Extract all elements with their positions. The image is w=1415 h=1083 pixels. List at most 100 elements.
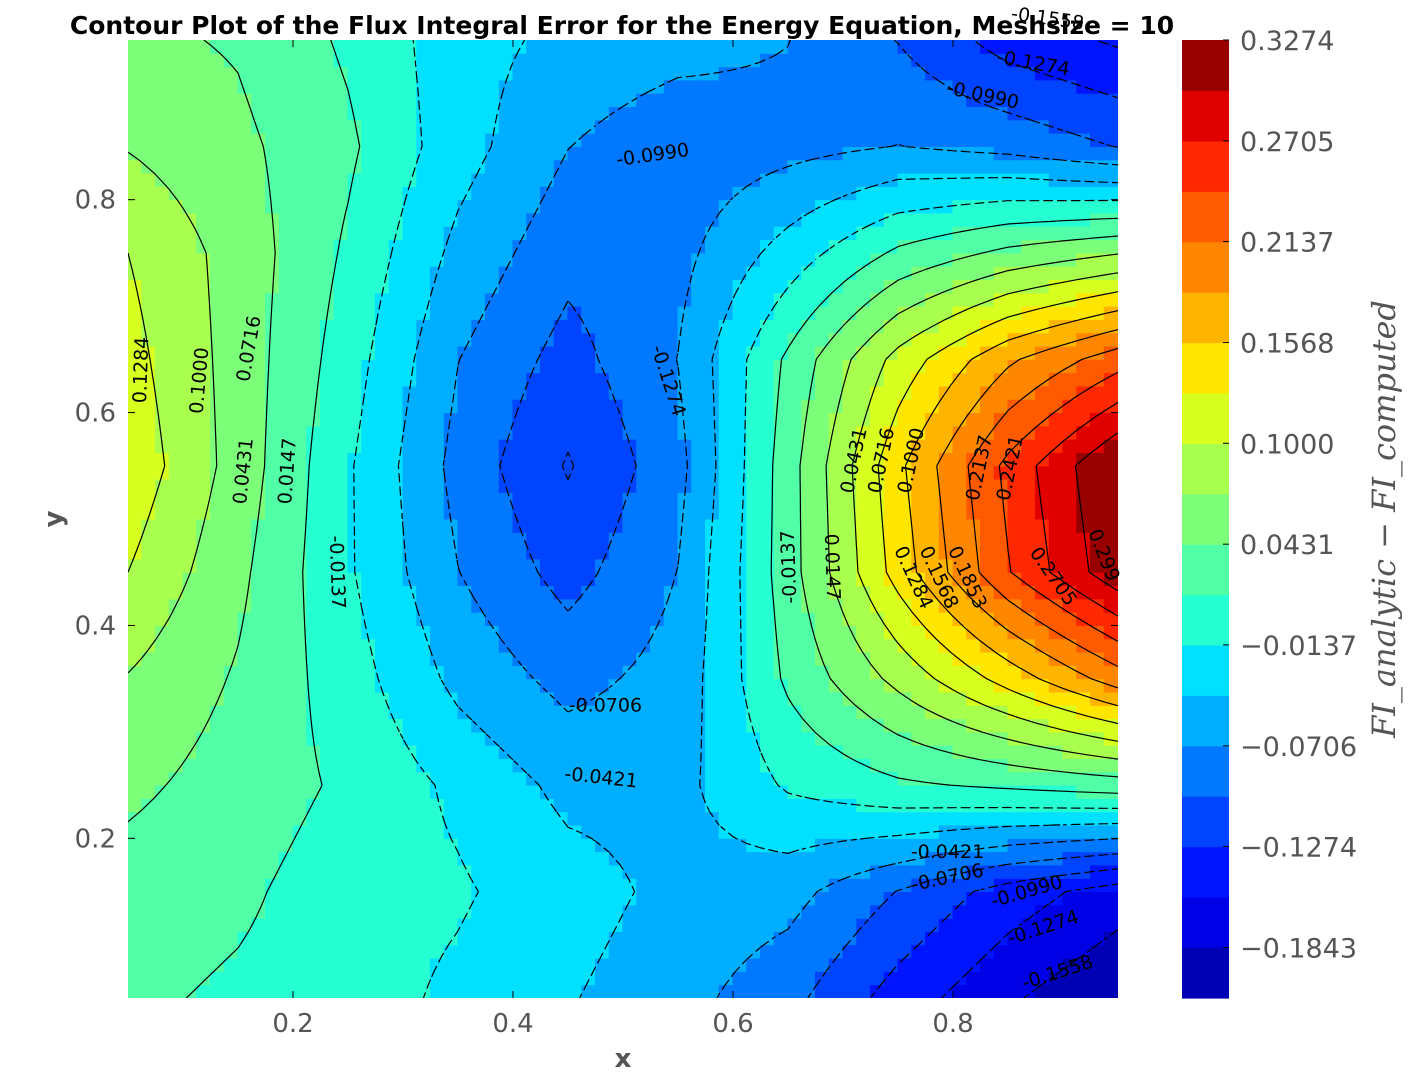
contour-cell — [883, 837, 899, 853]
contour-cell — [443, 106, 459, 121]
contour-cell — [595, 292, 610, 307]
contour-cell — [237, 598, 253, 613]
contour-cell — [1076, 79, 1091, 94]
contour-cell — [375, 159, 390, 174]
contour-cell — [705, 851, 720, 866]
contour-cell — [1048, 451, 1064, 467]
contour-cell — [168, 664, 184, 680]
contour-cell — [911, 119, 926, 134]
contour-cell — [306, 678, 321, 693]
contour-cell — [911, 199, 926, 214]
contour-cell — [925, 159, 940, 174]
contour-cell — [485, 531, 500, 547]
contour-cell — [1035, 478, 1050, 493]
contour-cell — [292, 771, 308, 786]
contour-cell — [155, 784, 170, 799]
contour-cell — [1062, 891, 1078, 906]
contour-cell — [608, 372, 624, 387]
contour-cell — [650, 79, 665, 94]
contour-cell — [182, 611, 198, 626]
contour-cell — [993, 332, 1009, 347]
contour-cell — [210, 904, 225, 919]
contour-cell — [952, 119, 968, 134]
contour-cell — [375, 744, 390, 759]
contour-cell — [265, 239, 280, 254]
contour-cell — [251, 239, 266, 254]
contour-cell — [608, 864, 624, 879]
contour-cell — [402, 199, 418, 214]
contour-cell — [636, 345, 651, 360]
contour-cell — [1062, 864, 1078, 879]
contour-cell — [608, 824, 624, 839]
contour-cell — [787, 598, 803, 613]
contour-cell — [471, 145, 486, 161]
contour-cell — [471, 558, 486, 573]
contour-cell — [128, 132, 143, 147]
contour-cell — [471, 904, 486, 919]
contour-cell — [526, 212, 541, 227]
contour-cell — [485, 957, 500, 972]
contour-cell — [925, 744, 940, 759]
contour-cell — [705, 545, 720, 560]
contour-cell — [883, 478, 899, 493]
contour-cell — [897, 79, 913, 94]
contour-cell — [237, 372, 253, 387]
contour-cell — [416, 159, 431, 174]
contour-cell — [430, 185, 445, 201]
contour-cell — [1007, 478, 1023, 493]
contour-cell — [512, 744, 528, 759]
contour-cell — [540, 691, 555, 706]
contour-cell — [581, 505, 596, 520]
contour-cell — [128, 837, 143, 853]
contour-cell — [980, 465, 995, 480]
contour-cell — [952, 585, 968, 600]
contour-cell — [663, 412, 679, 427]
contour-cell — [1035, 891, 1050, 906]
contour-cell — [320, 66, 335, 81]
contour-cell — [292, 465, 308, 480]
contour-cell — [760, 957, 775, 972]
contour-cell — [691, 212, 706, 227]
contour-cell — [952, 984, 968, 998]
contour-cell — [278, 624, 294, 640]
contour-cell — [498, 731, 514, 746]
contour-cell — [402, 811, 418, 826]
contour-cell — [237, 265, 253, 280]
contour-cell — [595, 345, 610, 360]
contour-cell — [553, 279, 569, 294]
contour-cell — [375, 970, 390, 986]
contour-cell — [732, 385, 748, 400]
contour-cell — [842, 505, 858, 520]
contour-cell — [1090, 984, 1105, 998]
contour-cell — [1090, 518, 1105, 533]
contour-cell — [182, 279, 198, 294]
contour-cell — [966, 784, 981, 799]
contour-cell — [567, 944, 583, 959]
contour-cell — [980, 984, 995, 998]
contour-cell — [732, 159, 748, 174]
contour-cell — [636, 984, 651, 998]
contour-cell — [457, 545, 473, 560]
contour-cell — [237, 425, 253, 440]
contour-cell — [705, 585, 720, 600]
contour-cell — [168, 225, 184, 241]
contour-cell — [141, 252, 156, 267]
contour-cell — [416, 944, 431, 959]
contour-cell — [567, 185, 583, 201]
contour-cell — [567, 332, 583, 347]
contour-cell — [938, 970, 954, 986]
contour-cell — [732, 505, 748, 520]
contour-cell — [691, 571, 706, 587]
contour-cell — [705, 358, 720, 374]
contour-cell — [320, 212, 335, 227]
contour-cell — [1035, 624, 1050, 640]
contour-cell — [196, 225, 211, 241]
contour-cell — [210, 385, 225, 400]
contour-cell — [237, 877, 253, 893]
contour-cell — [526, 425, 541, 440]
contour-cell — [196, 904, 211, 919]
contour-cell — [182, 984, 198, 998]
contour-cell — [925, 465, 940, 480]
contour-cell — [430, 425, 445, 440]
contour-cell — [402, 372, 418, 387]
